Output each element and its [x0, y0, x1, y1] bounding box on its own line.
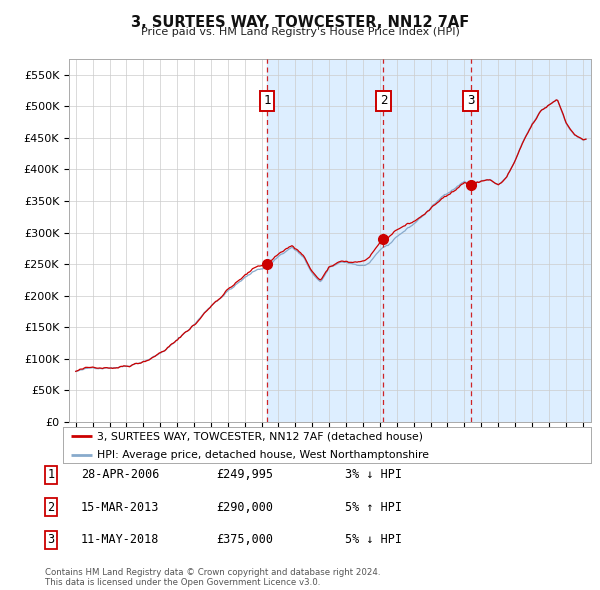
Text: 2: 2: [47, 501, 55, 514]
Text: 5% ↑ HPI: 5% ↑ HPI: [345, 501, 402, 514]
Bar: [267, 59, 591, 422]
Text: 3, SURTEES WAY, TOWCESTER, NN12 7AF: 3, SURTEES WAY, TOWCESTER, NN12 7AF: [131, 15, 469, 30]
Text: 2: 2: [380, 94, 387, 107]
Text: £249,995: £249,995: [216, 468, 273, 481]
Text: 5% ↓ HPI: 5% ↓ HPI: [345, 533, 402, 546]
Text: 15-MAR-2013: 15-MAR-2013: [81, 501, 160, 514]
Text: 1: 1: [47, 468, 55, 481]
Text: 3% ↓ HPI: 3% ↓ HPI: [345, 468, 402, 481]
Text: Price paid vs. HM Land Registry's House Price Index (HPI): Price paid vs. HM Land Registry's House …: [140, 27, 460, 37]
Text: Contains HM Land Registry data © Crown copyright and database right 2024.
This d: Contains HM Land Registry data © Crown c…: [45, 568, 380, 587]
Text: £290,000: £290,000: [216, 501, 273, 514]
Text: 1: 1: [263, 94, 271, 107]
Text: 28-APR-2006: 28-APR-2006: [81, 468, 160, 481]
Text: 3: 3: [47, 533, 55, 546]
Text: £375,000: £375,000: [216, 533, 273, 546]
Text: 3, SURTEES WAY, TOWCESTER, NN12 7AF (detached house): 3, SURTEES WAY, TOWCESTER, NN12 7AF (det…: [97, 431, 424, 441]
Text: HPI: Average price, detached house, West Northamptonshire: HPI: Average price, detached house, West…: [97, 450, 430, 460]
Text: 11-MAY-2018: 11-MAY-2018: [81, 533, 160, 546]
Text: 3: 3: [467, 94, 475, 107]
